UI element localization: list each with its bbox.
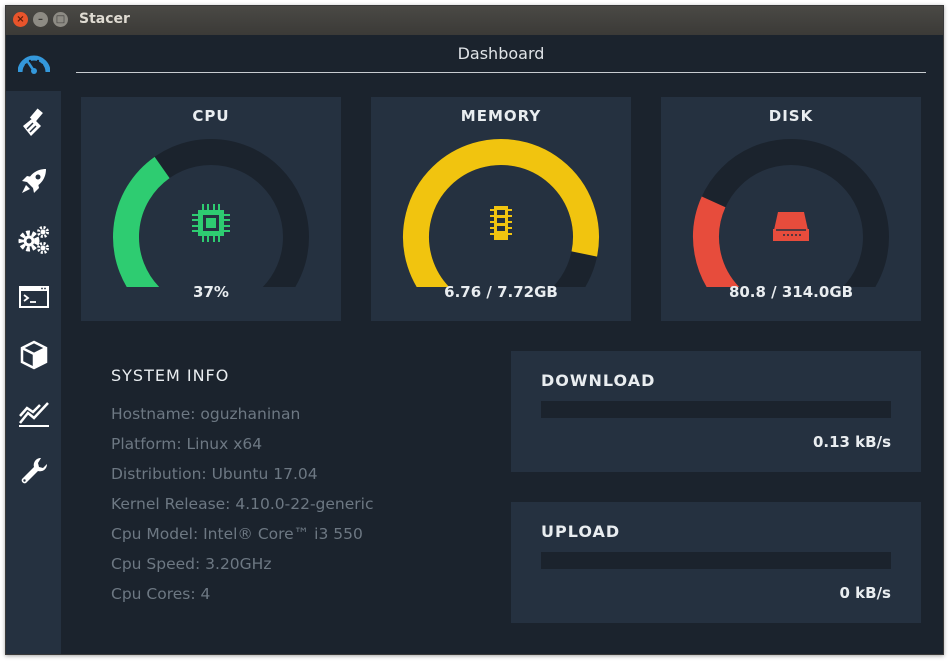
system-info-cpu-speed: Cpu Speed: 3.20GHz (111, 555, 272, 573)
disk-usage-value: 80.8 / 314.0GB (728, 283, 854, 301)
memory-usage-value: 6.76 / 7.72GB (444, 283, 558, 301)
sidebar-item-dashboard[interactable] (6, 35, 61, 91)
upload-title: UPLOAD (541, 522, 621, 541)
cpu-chip-icon (192, 204, 230, 242)
dashboard-header: Dashboard (76, 42, 926, 73)
cpu-gauge-card: CPU 37% (81, 97, 341, 321)
page-title: Dashboard (457, 44, 545, 63)
disk-gauge-fill (693, 196, 740, 287)
system-info-hostname: Hostname: oguzhaninan (111, 405, 301, 423)
sidebar-item-uninstaller[interactable] (6, 327, 61, 383)
memory-gauge-card: MEMORY 6.76 / 7.72GB (371, 97, 631, 321)
rocket-icon (21, 169, 46, 193)
download-speed-value: 0.13 kB/s (812, 433, 891, 451)
cpu-usage-value: 37% (193, 283, 229, 301)
ram-module-icon (490, 206, 512, 240)
sidebar-item-settings[interactable] (6, 443, 61, 499)
system-info-platform: Platform: Linux x64 (111, 435, 263, 453)
close-button[interactable]: × (13, 12, 28, 27)
system-info-kernel: Kernel Release: 4.10.0-22-generic (111, 495, 374, 513)
system-info-cpu-model: Cpu Model: Intel® Core™ i3 550 (111, 525, 363, 543)
sidebar-item-processes[interactable] (6, 269, 61, 325)
cpu-gauge-fill (113, 156, 170, 287)
system-info-distribution: Distribution: Ubuntu 17.04 (111, 465, 318, 483)
download-card: DOWNLOAD 0.13 kB/s (511, 351, 921, 472)
window-title: Stacer (79, 11, 130, 27)
memory-gauge-fill (403, 139, 599, 287)
cpu-gauge (113, 139, 309, 287)
sidebar-item-system-cleaner[interactable] (6, 95, 61, 151)
system-info-title: SYSTEM INFO (111, 366, 230, 385)
system-info-cpu-cores: Cpu Cores: 4 (111, 585, 211, 603)
cpu-gauge-title: CPU (192, 107, 230, 125)
disk-gauge (693, 139, 889, 287)
title-bar[interactable]: × – □ Stacer (6, 6, 943, 35)
hard-drive-icon (773, 212, 809, 241)
sidebar-item-resources[interactable] (6, 385, 61, 441)
sidebar-item-startup-apps[interactable] (6, 153, 61, 209)
wrench-icon (21, 457, 47, 484)
upload-card: UPLOAD 0 kB/s (511, 502, 921, 623)
disk-gauge-card: DISK 80.8 / 314.0GB (661, 97, 921, 321)
gauge-icon (17, 55, 50, 74)
upload-speed-value: 0 kB/s (839, 584, 891, 602)
memory-gauge-title: MEMORY (460, 107, 542, 125)
app-window: × – □ Stacer (5, 5, 944, 655)
maximize-button[interactable]: □ (53, 12, 68, 27)
terminal-window-icon (18, 286, 49, 308)
line-chart-icon (18, 402, 49, 427)
package-box-icon (20, 340, 47, 370)
download-title: DOWNLOAD (541, 371, 656, 390)
minimize-button[interactable]: – (33, 12, 48, 27)
sidebar (6, 35, 61, 654)
memory-gauge (403, 139, 599, 287)
gears-icon (18, 226, 49, 254)
download-progress-bar (541, 401, 891, 418)
upload-progress-bar (541, 552, 891, 569)
sidebar-item-services[interactable] (6, 211, 61, 267)
disk-gauge-title: DISK (768, 107, 814, 125)
broom-icon (22, 108, 43, 136)
